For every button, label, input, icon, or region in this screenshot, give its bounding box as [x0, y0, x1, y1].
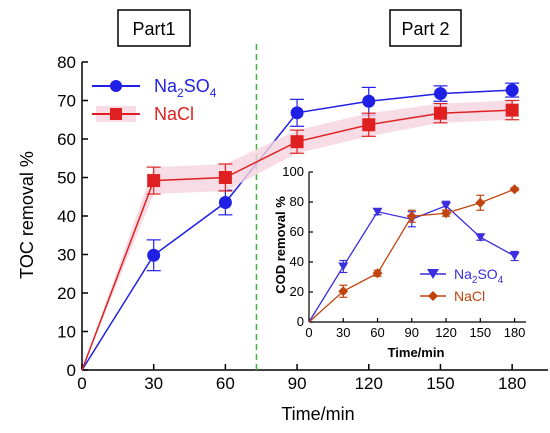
- legend-circle-marker: [110, 80, 122, 92]
- inset-data-point: [338, 286, 349, 297]
- inset-legend-label-nacl: NaCl: [454, 288, 485, 304]
- inset-y-tick-label: 20: [290, 284, 304, 299]
- inset-legend: Na2SO4 NaCl: [420, 266, 504, 304]
- inset-data-point: [338, 262, 349, 271]
- main-data-point: [362, 94, 376, 108]
- inset-x-axis-label: Time/min: [388, 345, 445, 360]
- legend-item-na2so4: Na2SO4: [92, 76, 217, 100]
- main-y-tick-label: 50: [57, 169, 76, 188]
- inset-y-tick-label: 100: [282, 164, 304, 179]
- main-x-axis-label: Time/min: [281, 404, 354, 424]
- inset-data-point: [509, 184, 520, 195]
- main-y-axis-label: TOC removal %: [17, 151, 37, 279]
- main-data-point: [147, 174, 161, 188]
- main-data-point: [433, 87, 447, 101]
- main-y-tick-label: 0: [67, 361, 76, 380]
- inset-data-point: [441, 201, 452, 211]
- main-data-point: [218, 171, 232, 184]
- main-x-tick-label: 180: [498, 374, 526, 393]
- main-series-nacl: [81, 99, 520, 371]
- main-x-tick-label: 60: [216, 374, 235, 393]
- main-x-tick-label: 0: [77, 374, 86, 393]
- inset-data-point: [509, 252, 520, 261]
- inset-y-tick-label: 60: [290, 224, 304, 239]
- main-data-point: [505, 103, 519, 117]
- main-y-tick-label: 70: [57, 92, 76, 111]
- main-y-tick-label: 30: [57, 246, 76, 265]
- inset-x-tick-label: 30: [336, 325, 350, 340]
- inset-data-point: [372, 207, 383, 217]
- inset-data-point: [441, 208, 452, 219]
- main-x-tick-label: 150: [426, 374, 454, 393]
- main-legend: Na2SO4 NaCl: [92, 76, 217, 124]
- main-y-tick-label: 40: [57, 207, 76, 226]
- main-data-point: [218, 196, 232, 210]
- inset-y-tick-label: 80: [290, 194, 304, 209]
- main-data-point: [290, 135, 304, 149]
- inset-data-point: [475, 197, 486, 208]
- inset-data-point: [372, 268, 383, 279]
- inset-x-tick-label: 0: [305, 325, 312, 340]
- main-x-tick-label: 120: [355, 374, 383, 393]
- legend-triangle-marker: [427, 269, 439, 279]
- legend-square-marker: [110, 108, 122, 120]
- part1-label: Part1: [132, 19, 175, 39]
- inset-y-tick-label: 40: [290, 254, 304, 269]
- part2-label: Part 2: [401, 19, 449, 39]
- main-y-tick-label: 80: [57, 53, 76, 72]
- legend-item-nacl: NaCl: [92, 104, 194, 124]
- part1-box: Part1: [117, 9, 191, 47]
- main-data-point: [362, 118, 376, 132]
- inset-data-point: [406, 211, 417, 222]
- main-data-point: [433, 106, 447, 120]
- inset-legend-item-na2so4: Na2SO4: [420, 266, 504, 286]
- legend-label-na2so4: Na2SO4: [154, 76, 217, 100]
- main-y-tick-label: 10: [57, 323, 76, 342]
- main-plot: 0 10 20 30 40 50 60 70 80 0 30 60 90 120 150 180: [57, 44, 548, 393]
- legend-diamond-marker: [428, 291, 438, 301]
- error-band: [82, 100, 513, 370]
- main-x-tick-label: 30: [144, 374, 163, 393]
- main-y-tick-label: 60: [57, 130, 76, 149]
- inset-y-axis-label: COD removal %: [273, 196, 288, 294]
- inset-x-tick-label: 90: [405, 325, 419, 340]
- inset-x-tick-label: 180: [504, 325, 526, 340]
- part2-box: Part 2: [389, 9, 462, 47]
- inset-legend-item-nacl: NaCl: [420, 288, 485, 304]
- inset-x-tick-label: 120: [435, 325, 457, 340]
- main-series-na2so4: [81, 82, 520, 371]
- inset-series-nacl: [308, 184, 520, 323]
- main-data-point: [505, 83, 519, 97]
- main-x-tick-label: 90: [288, 374, 307, 393]
- main-data-point: [147, 248, 161, 262]
- inset-data-point: [475, 233, 486, 242]
- inset-x-tick-label: 60: [370, 325, 384, 340]
- inset-legend-label-na2so4: Na2SO4: [454, 266, 504, 286]
- inset-y-tick-label: 0: [297, 314, 304, 329]
- inset-plot: 0 20 40 60 80 100 0 30 60 90 120 150 180: [282, 164, 526, 340]
- main-data-point: [290, 106, 304, 120]
- inset-background: [307, 172, 526, 322]
- inset-x-tick-label: 150: [469, 325, 491, 340]
- legend-label-nacl: NaCl: [154, 104, 194, 124]
- main-y-tick-label: 20: [57, 284, 76, 303]
